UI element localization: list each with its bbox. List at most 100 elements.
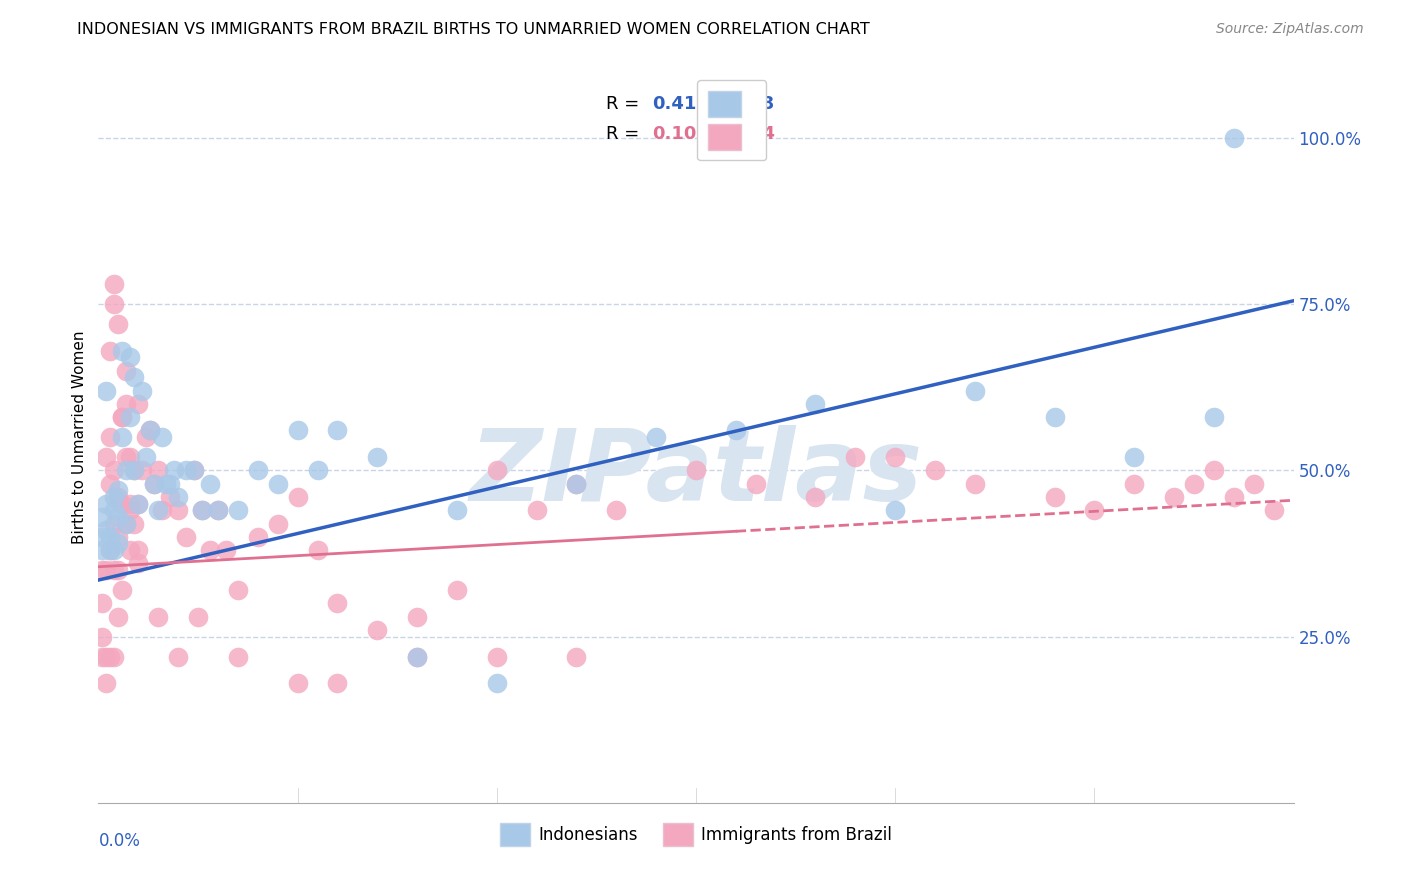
Point [174, 463, 197, 477]
Point [124, 516, 146, 531]
Point [963, 384, 986, 398]
Point [485, 676, 508, 690]
Point [191, 503, 214, 517]
Point [91, 509, 114, 524]
Point [91, 649, 114, 664]
Point [91, 596, 114, 610]
Point [148, 609, 170, 624]
Point [127, 557, 149, 571]
Point [187, 609, 209, 624]
Point [159, 476, 181, 491]
Text: 0.0%: 0.0% [98, 832, 141, 850]
Point [366, 623, 388, 637]
Point [98, 543, 122, 558]
Point [605, 503, 627, 517]
Point [724, 424, 747, 438]
Point [120, 450, 142, 464]
Point [96, 497, 118, 511]
Point [103, 543, 125, 558]
Point [115, 516, 138, 531]
Point [326, 676, 349, 690]
Point [96, 450, 118, 464]
Point [127, 497, 149, 511]
Text: ZIPatlas: ZIPatlas [470, 425, 922, 522]
Point [111, 410, 134, 425]
Point [91, 563, 114, 577]
Point [446, 582, 468, 597]
Point [485, 463, 508, 477]
Text: 58: 58 [749, 95, 775, 113]
Point [1202, 463, 1225, 477]
Point [1223, 490, 1246, 504]
Point [167, 490, 190, 504]
Point [96, 563, 118, 577]
Point [111, 343, 134, 358]
Point [127, 497, 149, 511]
Point [150, 503, 173, 517]
Point [111, 497, 134, 511]
Point [155, 476, 177, 491]
Point [135, 450, 157, 464]
Point [565, 649, 588, 664]
Point [1182, 476, 1205, 491]
Point [91, 630, 114, 644]
Point [246, 530, 269, 544]
Point [98, 543, 122, 558]
Point [565, 476, 588, 491]
Point [326, 424, 349, 438]
Point [1123, 476, 1146, 491]
Point [111, 410, 134, 425]
Point [107, 483, 129, 498]
Point [107, 563, 129, 577]
Point [131, 384, 153, 398]
Point [307, 543, 329, 558]
Point [148, 463, 170, 477]
Point [107, 530, 129, 544]
Point [406, 649, 429, 664]
Point [366, 450, 388, 464]
Text: N =: N = [709, 95, 759, 113]
Point [135, 430, 157, 444]
Legend: Indonesians, Immigrants from Brazil: Indonesians, Immigrants from Brazil [494, 816, 898, 853]
Point [139, 424, 162, 438]
Point [685, 463, 707, 477]
Point [120, 503, 142, 517]
Point [159, 490, 181, 504]
Point [884, 450, 907, 464]
Point [143, 476, 166, 491]
Point [98, 476, 122, 491]
Point [131, 463, 153, 477]
Point [1123, 450, 1146, 464]
Point [111, 430, 134, 444]
Point [103, 490, 125, 504]
Point [111, 582, 134, 597]
Point [148, 503, 170, 517]
Text: R =: R = [606, 95, 645, 113]
Point [645, 430, 668, 444]
Point [183, 463, 205, 477]
Point [103, 563, 125, 577]
Point [565, 476, 588, 491]
Point [150, 430, 173, 444]
Point [884, 503, 907, 517]
Point [115, 397, 138, 411]
Point [804, 397, 827, 411]
Text: Source: ZipAtlas.com: Source: ZipAtlas.com [1216, 22, 1364, 37]
Point [115, 450, 138, 464]
Point [107, 609, 129, 624]
Point [526, 503, 548, 517]
Point [267, 476, 290, 491]
Point [143, 476, 166, 491]
Text: N =: N = [709, 125, 759, 143]
Point [127, 397, 149, 411]
Point [844, 450, 866, 464]
Text: 94: 94 [749, 125, 775, 143]
Point [1202, 410, 1225, 425]
Point [96, 523, 118, 537]
Point [191, 503, 214, 517]
Point [98, 649, 122, 664]
Point [226, 649, 249, 664]
Point [107, 536, 129, 550]
Point [120, 543, 142, 558]
Point [96, 649, 118, 664]
